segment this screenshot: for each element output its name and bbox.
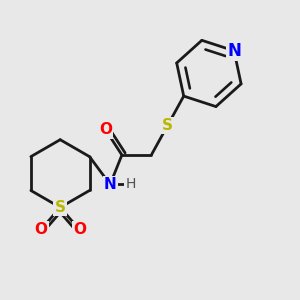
Text: O: O (34, 222, 48, 237)
Text: S: S (55, 200, 66, 215)
Text: N: N (104, 177, 116, 192)
Text: N: N (227, 42, 241, 60)
Text: S: S (162, 118, 173, 133)
Text: H: H (125, 177, 136, 191)
Text: O: O (99, 122, 112, 137)
Text: O: O (73, 222, 86, 237)
